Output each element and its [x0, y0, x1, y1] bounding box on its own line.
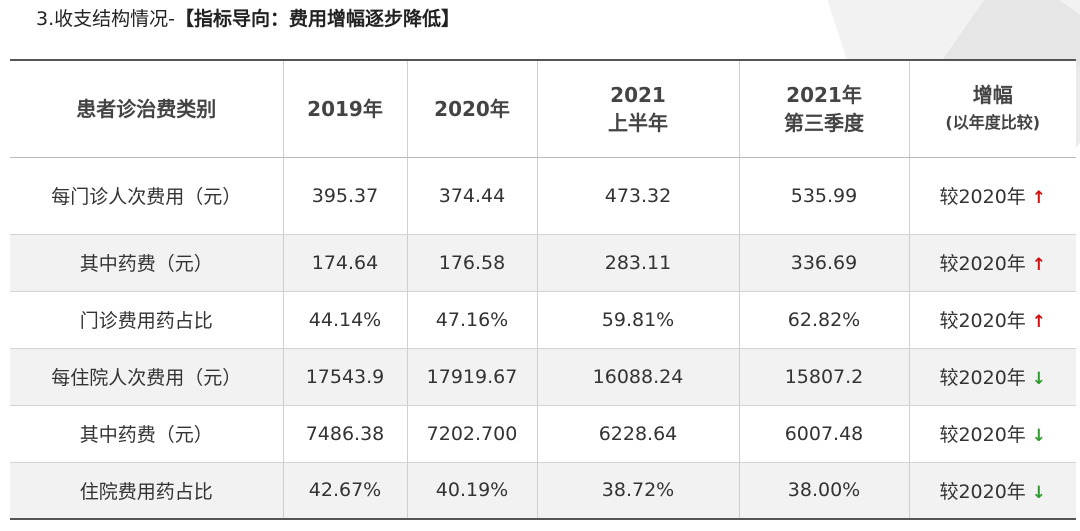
header-growth-label: 增幅: [972, 82, 1013, 107]
cell-2021-q3: 38.00%: [738, 461, 910, 519]
cell-2021-h1: 59.81%: [536, 290, 740, 348]
cell-growth: 较2020年 ↑: [908, 233, 1076, 291]
header-2019: 2019年: [282, 60, 408, 158]
cell-2021-h1: 38.72%: [536, 461, 740, 519]
cell-2019: 42.67%: [282, 461, 408, 519]
cell-2020: 176.58: [406, 233, 538, 291]
header-2020: 2020年: [406, 60, 538, 158]
growth-text: 较2020年: [939, 310, 1026, 332]
cell-2021-q3: 15807.2: [738, 347, 910, 405]
cell-growth: 较2020年 ↑: [908, 290, 1076, 348]
table-row: 住院费用药占比 42.67% 40.19% 38.72% 38.00% 较202…: [10, 461, 1076, 519]
cell-2019: 17543.9: [282, 347, 408, 405]
row-category: 住院费用药占比: [10, 461, 284, 519]
header-2021-q3: 2021年 第三季度: [738, 60, 910, 158]
header-2021-h1-year: 2021: [610, 82, 666, 107]
header-growth-note: (以年度比较): [945, 112, 1041, 132]
cell-2021-q3: 336.69: [738, 233, 910, 291]
slide-heading: 3.收支结构情况-【指标导向：费用增幅逐步降低】: [36, 4, 460, 34]
header-2021-h1: 2021 上半年: [536, 60, 740, 158]
header-2021-h1-period: 上半年: [608, 110, 668, 135]
cell-2021-h1: 283.11: [536, 233, 740, 291]
cell-2021-h1: 6228.64: [536, 404, 740, 462]
cell-2021-q3: 535.99: [738, 156, 910, 234]
cost-structure-table: 患者诊治费类别 2019年 2020年 2021 上半年 2021年 第三季度 …: [10, 59, 1076, 520]
cell-2019: 395.37: [282, 156, 408, 234]
cell-2020: 374.44: [406, 156, 538, 234]
cell-2019: 174.64: [282, 233, 408, 291]
header-category: 患者诊治费类别: [10, 60, 284, 158]
cell-2020: 47.16%: [406, 290, 538, 348]
cell-2021-q3: 62.82%: [738, 290, 910, 348]
growth-text: 较2020年: [939, 480, 1026, 503]
table-row: 其中药费（元） 174.64 176.58 283.11 336.69 较202…: [10, 233, 1076, 291]
row-category: 其中药费（元）: [10, 404, 284, 462]
growth-text: 较2020年: [939, 253, 1026, 275]
table-row: 每住院人次费用（元） 17543.9 17919.67 16088.24 158…: [10, 347, 1076, 405]
red-up-arrow-icon: ↑: [1031, 188, 1047, 208]
red-up-arrow-icon: ↑: [1031, 312, 1047, 332]
cell-growth: 较2020年 ↓: [908, 404, 1076, 462]
cell-growth: 较2020年 ↑: [908, 156, 1076, 234]
cell-2021-h1: 473.32: [536, 156, 740, 234]
cell-2019: 7486.38: [282, 404, 408, 462]
heading-prefix: 3.收支结构情况-: [36, 8, 175, 30]
cell-growth: 较2020年 ↓: [908, 347, 1076, 405]
row-category: 门诊费用药占比: [10, 290, 284, 348]
cell-2019: 44.14%: [282, 290, 408, 348]
cell-2020: 17919.67: [406, 347, 538, 405]
growth-text: 较2020年: [939, 367, 1026, 389]
cell-2020: 40.19%: [406, 461, 538, 519]
header-2021-q3-period: 第三季度: [784, 110, 864, 135]
header-2021-q3-year: 2021年: [786, 82, 862, 107]
cell-2021-q3: 6007.48: [738, 404, 910, 462]
cell-2021-h1: 16088.24: [536, 347, 740, 405]
green-down-arrow-icon: ↓: [1031, 482, 1047, 503]
cell-growth: 较2020年 ↓: [908, 461, 1076, 519]
red-up-arrow-icon: ↑: [1031, 255, 1047, 275]
green-down-arrow-icon: ↓: [1031, 426, 1047, 446]
table-row: 门诊费用药占比 44.14% 47.16% 59.81% 62.82% 较202…: [10, 290, 1076, 348]
growth-text: 较2020年: [939, 186, 1026, 208]
table-row: 其中药费（元） 7486.38 7202.700 6228.64 6007.48…: [10, 404, 1076, 462]
cell-2020: 7202.700: [406, 404, 538, 462]
row-category: 其中药费（元）: [10, 233, 284, 291]
header-growth: 增幅 (以年度比较): [908, 60, 1076, 158]
row-category: 每住院人次费用（元）: [10, 347, 284, 405]
heading-emphasis: 【指标导向：费用增幅逐步降低】: [174, 8, 460, 30]
row-category: 每门诊人次费用（元）: [10, 156, 284, 234]
growth-text: 较2020年: [939, 424, 1026, 446]
green-down-arrow-icon: ↓: [1031, 369, 1047, 389]
table-header-row: 患者诊治费类别 2019年 2020年 2021 上半年 2021年 第三季度 …: [10, 60, 1076, 158]
table-row: 每门诊人次费用（元） 395.37 374.44 473.32 535.99 较…: [10, 156, 1076, 234]
